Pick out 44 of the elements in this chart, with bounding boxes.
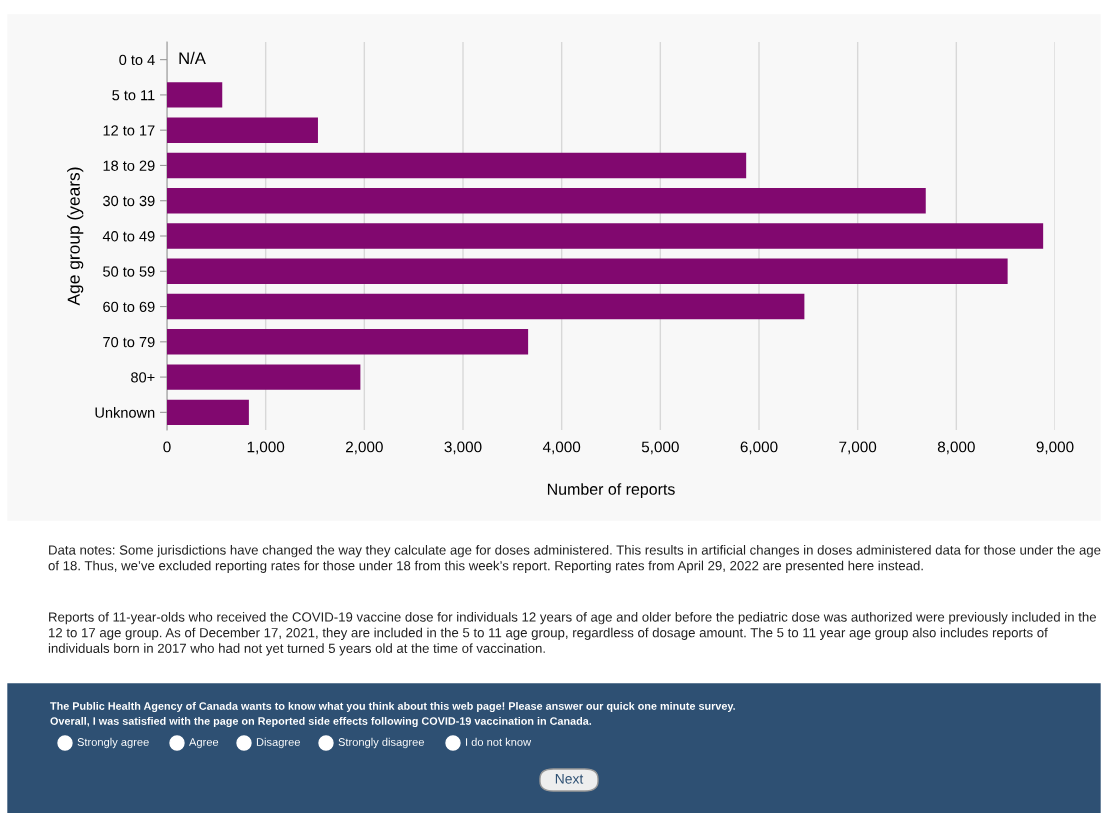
bar xyxy=(167,258,1008,284)
bar xyxy=(167,364,361,390)
y-axis-title: Age group (years) xyxy=(67,167,84,306)
y-tick-label: 18 to 29 xyxy=(103,160,155,171)
bar xyxy=(167,329,529,355)
y-tick-label: 50 to 59 xyxy=(103,266,155,277)
x-tick-label: 7,000 xyxy=(839,441,877,455)
y-tick-label: 0 to 4 xyxy=(119,54,155,66)
text: Strongly agree xyxy=(77,737,149,749)
text: Overall, I was satisfied with the page on Reported side effects following COVID-19 vaccination in Canada. xyxy=(50,716,592,728)
x-tick-label: 5,000 xyxy=(641,441,679,455)
bar xyxy=(167,399,249,426)
text: Reports of 11-year-olds who received the COVID-19 vaccine dose for individuals 12 years of age and older before the pediatric dose was authorized were previously included in the 12 to 17 age group. As of December 17, 2021, they are included in the 5 to 11 age group, regardless of dosage amount. The 5 to 11 year age group also includes reports of individuals born in 2017 who had not yet turned 5 years old at the time of vaccination. xyxy=(48,612,1096,656)
x-tick-label: 1,000 xyxy=(247,441,285,455)
text: Agree xyxy=(189,738,219,749)
x-tick-label: 6,000 xyxy=(740,441,778,455)
text: Next xyxy=(555,774,584,784)
text: I do not know xyxy=(466,737,532,746)
y-tick-label: 12 to 17 xyxy=(103,125,155,136)
y-tick-label: Unknown xyxy=(95,407,155,418)
x-tick-label: 4,000 xyxy=(542,441,581,455)
bar xyxy=(167,82,223,108)
x-tick-label: 2,000 xyxy=(345,441,383,455)
text: Strongly disagree xyxy=(338,737,424,749)
y-tick-label: 70 to 79 xyxy=(103,336,155,348)
text: The Public Health Agency of Canada wants to know what you think about this web page! Please answer our quick one minute survey. xyxy=(50,701,735,713)
x-axis-title: Number of reports xyxy=(547,483,675,499)
y-tick-label: 5 to 11 xyxy=(112,90,155,101)
text: Disagree xyxy=(256,737,300,749)
x-tick-label: 3,000 xyxy=(444,441,482,455)
x-tick-label: 9,000 xyxy=(1036,441,1074,455)
bar xyxy=(167,188,926,214)
y-tick-label: 40 to 49 xyxy=(102,231,155,242)
annotation: N/A xyxy=(179,51,206,65)
y-tick-label: 60 to 69 xyxy=(103,301,155,312)
bar xyxy=(167,117,318,143)
x-tick-label: 8,000 xyxy=(937,441,975,455)
bar xyxy=(167,223,1044,249)
y-tick-label: 30 to 39 xyxy=(103,195,155,207)
y-tick-label: 80+ xyxy=(131,372,155,383)
bar xyxy=(167,152,747,179)
text: Data notes: Some jurisdictions have changed the way they calculate age for doses administered. This results in artificial changes in doses administered data for those under the age of 18. Thus, we’ve excluded reporting rates for those under 18 from this week’s report. Reporting rates from April 29, 2022 are presented here instead. xyxy=(48,545,1101,573)
bar xyxy=(167,293,805,320)
x-tick-label: 0 xyxy=(163,441,171,453)
